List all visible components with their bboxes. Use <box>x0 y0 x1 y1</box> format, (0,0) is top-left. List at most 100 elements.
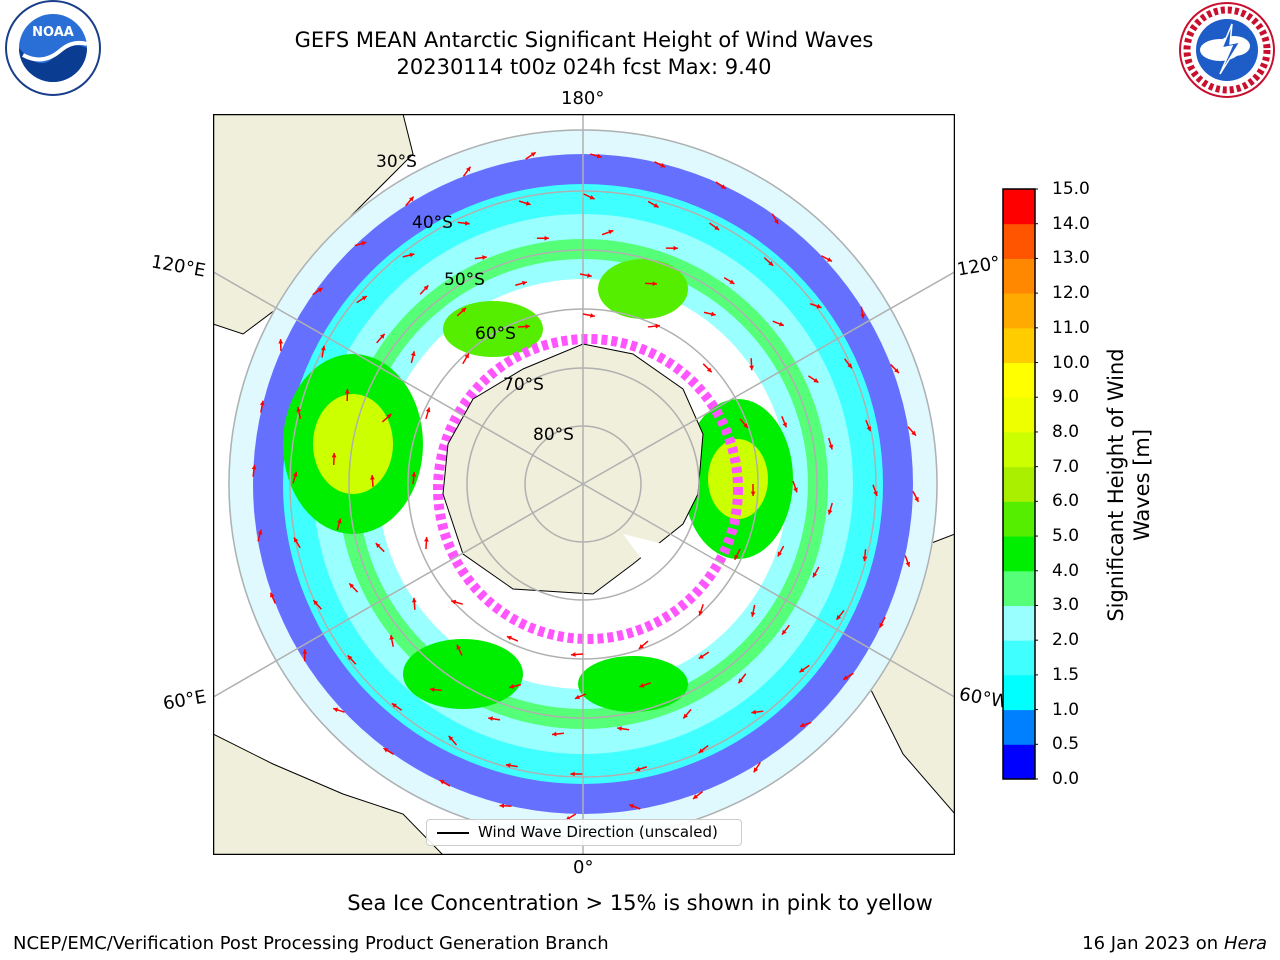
wind-arrow-head <box>509 684 515 689</box>
wind-arrow-head <box>521 280 527 286</box>
wind-arrow-head <box>505 763 511 768</box>
colorbar-tick-label: 2.0 <box>1052 630 1080 651</box>
wind-arrow-head <box>660 163 666 168</box>
colorbar-tick-label: 5.0 <box>1052 526 1080 547</box>
lon-label-60e: 60°E <box>161 686 208 715</box>
colorbar-tick-label: 12.0 <box>1052 283 1090 304</box>
wind-arrow-head <box>608 229 614 235</box>
wind-direction-arrows <box>251 151 920 822</box>
wind-arrow-head <box>693 794 698 799</box>
nws-logo <box>1179 2 1275 98</box>
wind-arrow-head <box>506 635 512 641</box>
colorbar-cell <box>1003 674 1035 711</box>
wind-arrow-head <box>862 556 868 562</box>
wind-arrow-head <box>698 654 704 659</box>
wind-arrow-head <box>296 407 302 412</box>
wind-arrow-head <box>347 655 353 661</box>
lon-label-180: 180° <box>561 88 605 109</box>
colorbar-cell <box>1003 744 1035 780</box>
wind-arrow-head <box>873 491 878 497</box>
wind-arrow-head <box>879 622 884 628</box>
wind-arrow-head <box>773 219 779 225</box>
wind-arrow-head <box>411 472 417 477</box>
wind-arrow-head <box>551 731 557 737</box>
lat-label-30s: 30°S <box>376 152 417 172</box>
credit-branch: NCEP/EMC/Verification Post Processing Pr… <box>13 933 609 954</box>
wind-arrow-head <box>836 614 842 620</box>
wind-arrow-head <box>843 675 849 680</box>
colorbar-tick-label: 0.5 <box>1052 734 1080 755</box>
wind-arrow-head <box>465 220 470 226</box>
wind-arrow-head <box>361 241 367 246</box>
wind-arrow-head <box>451 599 457 605</box>
chart-subtitle: 20230114 t00z 024h fcst Max: 9.40 <box>396 55 772 79</box>
wind-arrow-head <box>812 572 818 578</box>
wind-arrow-head <box>411 597 417 603</box>
wind-arrow-head <box>331 452 337 458</box>
wind-arrow-head <box>749 365 754 371</box>
wind-arrow-head <box>292 471 298 477</box>
wind-arrow-head <box>465 166 471 172</box>
colorbar-tick-label: 10.0 <box>1052 352 1090 373</box>
wind-arrow-head <box>409 252 415 258</box>
wind-arrow-head <box>734 554 739 560</box>
lat-label-50s: 50°S <box>444 270 485 290</box>
wind-arrow-head <box>753 767 759 773</box>
wind-arrow-head <box>710 311 716 317</box>
wind-arrow-head <box>629 803 635 809</box>
wind-arrow-head <box>720 184 726 189</box>
wind-arrow-head <box>768 261 774 266</box>
colorbar-tick-label: 4.0 <box>1052 560 1080 581</box>
wind-arrow-head <box>813 378 819 383</box>
wind-arrow-head <box>782 422 787 428</box>
wind-arrow-head <box>655 323 660 329</box>
colorbar-cell <box>1003 709 1035 745</box>
wind-arrow-head <box>424 537 429 542</box>
wind-arrow-head <box>333 707 339 713</box>
map-legend: Wind Wave Direction (unscaled) <box>426 819 742 846</box>
wind-arrow-head <box>389 635 395 640</box>
wind-arrow-head <box>313 600 319 606</box>
wind-arrow-head <box>423 285 429 291</box>
colorbar-cell <box>1003 327 1035 364</box>
credit-date-text: 16 Jan 2023 on <box>1082 933 1219 954</box>
wind-arrow-head <box>894 368 899 374</box>
colorbar-cell <box>1003 466 1035 502</box>
colorbar-cell <box>1003 431 1035 468</box>
wind-arrow-head <box>408 196 414 202</box>
colorbar-tick-label: 6.0 <box>1052 491 1080 512</box>
legend-line-sample <box>437 832 469 834</box>
wind-arrow-head <box>587 273 592 278</box>
wind-arrow-head <box>499 803 505 809</box>
wind-arrow-head <box>448 735 454 741</box>
wind-arrow-head <box>866 426 872 432</box>
wind-arrow-head <box>461 307 467 313</box>
wind-arrow-head <box>750 491 756 496</box>
wind-arrow-head <box>652 281 658 287</box>
colorbar-tick-label: 1.0 <box>1052 699 1080 720</box>
credit-date: 16 Jan 2023 on Hera <box>1082 933 1267 954</box>
wind-arrow-head <box>653 203 659 208</box>
sea-ice-ring <box>433 334 743 644</box>
wind-arrow-head <box>589 195 595 200</box>
wind-arrow-head <box>270 592 275 598</box>
wind-arrow-head <box>738 678 744 684</box>
lat-label-40s: 40°S <box>412 213 453 233</box>
noaa-logo: NOAA <box>5 0 101 96</box>
wind-arrow-head <box>383 748 389 753</box>
wind-arrow-head <box>391 703 397 708</box>
wind-arrow-head <box>905 561 911 567</box>
graticule <box>213 114 955 855</box>
colorbar-cell <box>1003 293 1035 329</box>
wind-arrow-head <box>639 683 645 688</box>
colorbar-tick-label: 1.5 <box>1052 664 1080 685</box>
polar-wave-map <box>213 114 955 855</box>
wind-arrow-head <box>344 389 350 394</box>
wind-arrow-head <box>349 583 355 589</box>
wind-arrow-head <box>793 487 798 493</box>
wind-arrow-head <box>439 780 445 785</box>
wind-arrow-head <box>317 287 323 293</box>
wind-arrow-head <box>914 496 919 502</box>
wind-arrow-head <box>828 444 834 450</box>
colorbar-tick-label: 7.0 <box>1052 456 1080 477</box>
